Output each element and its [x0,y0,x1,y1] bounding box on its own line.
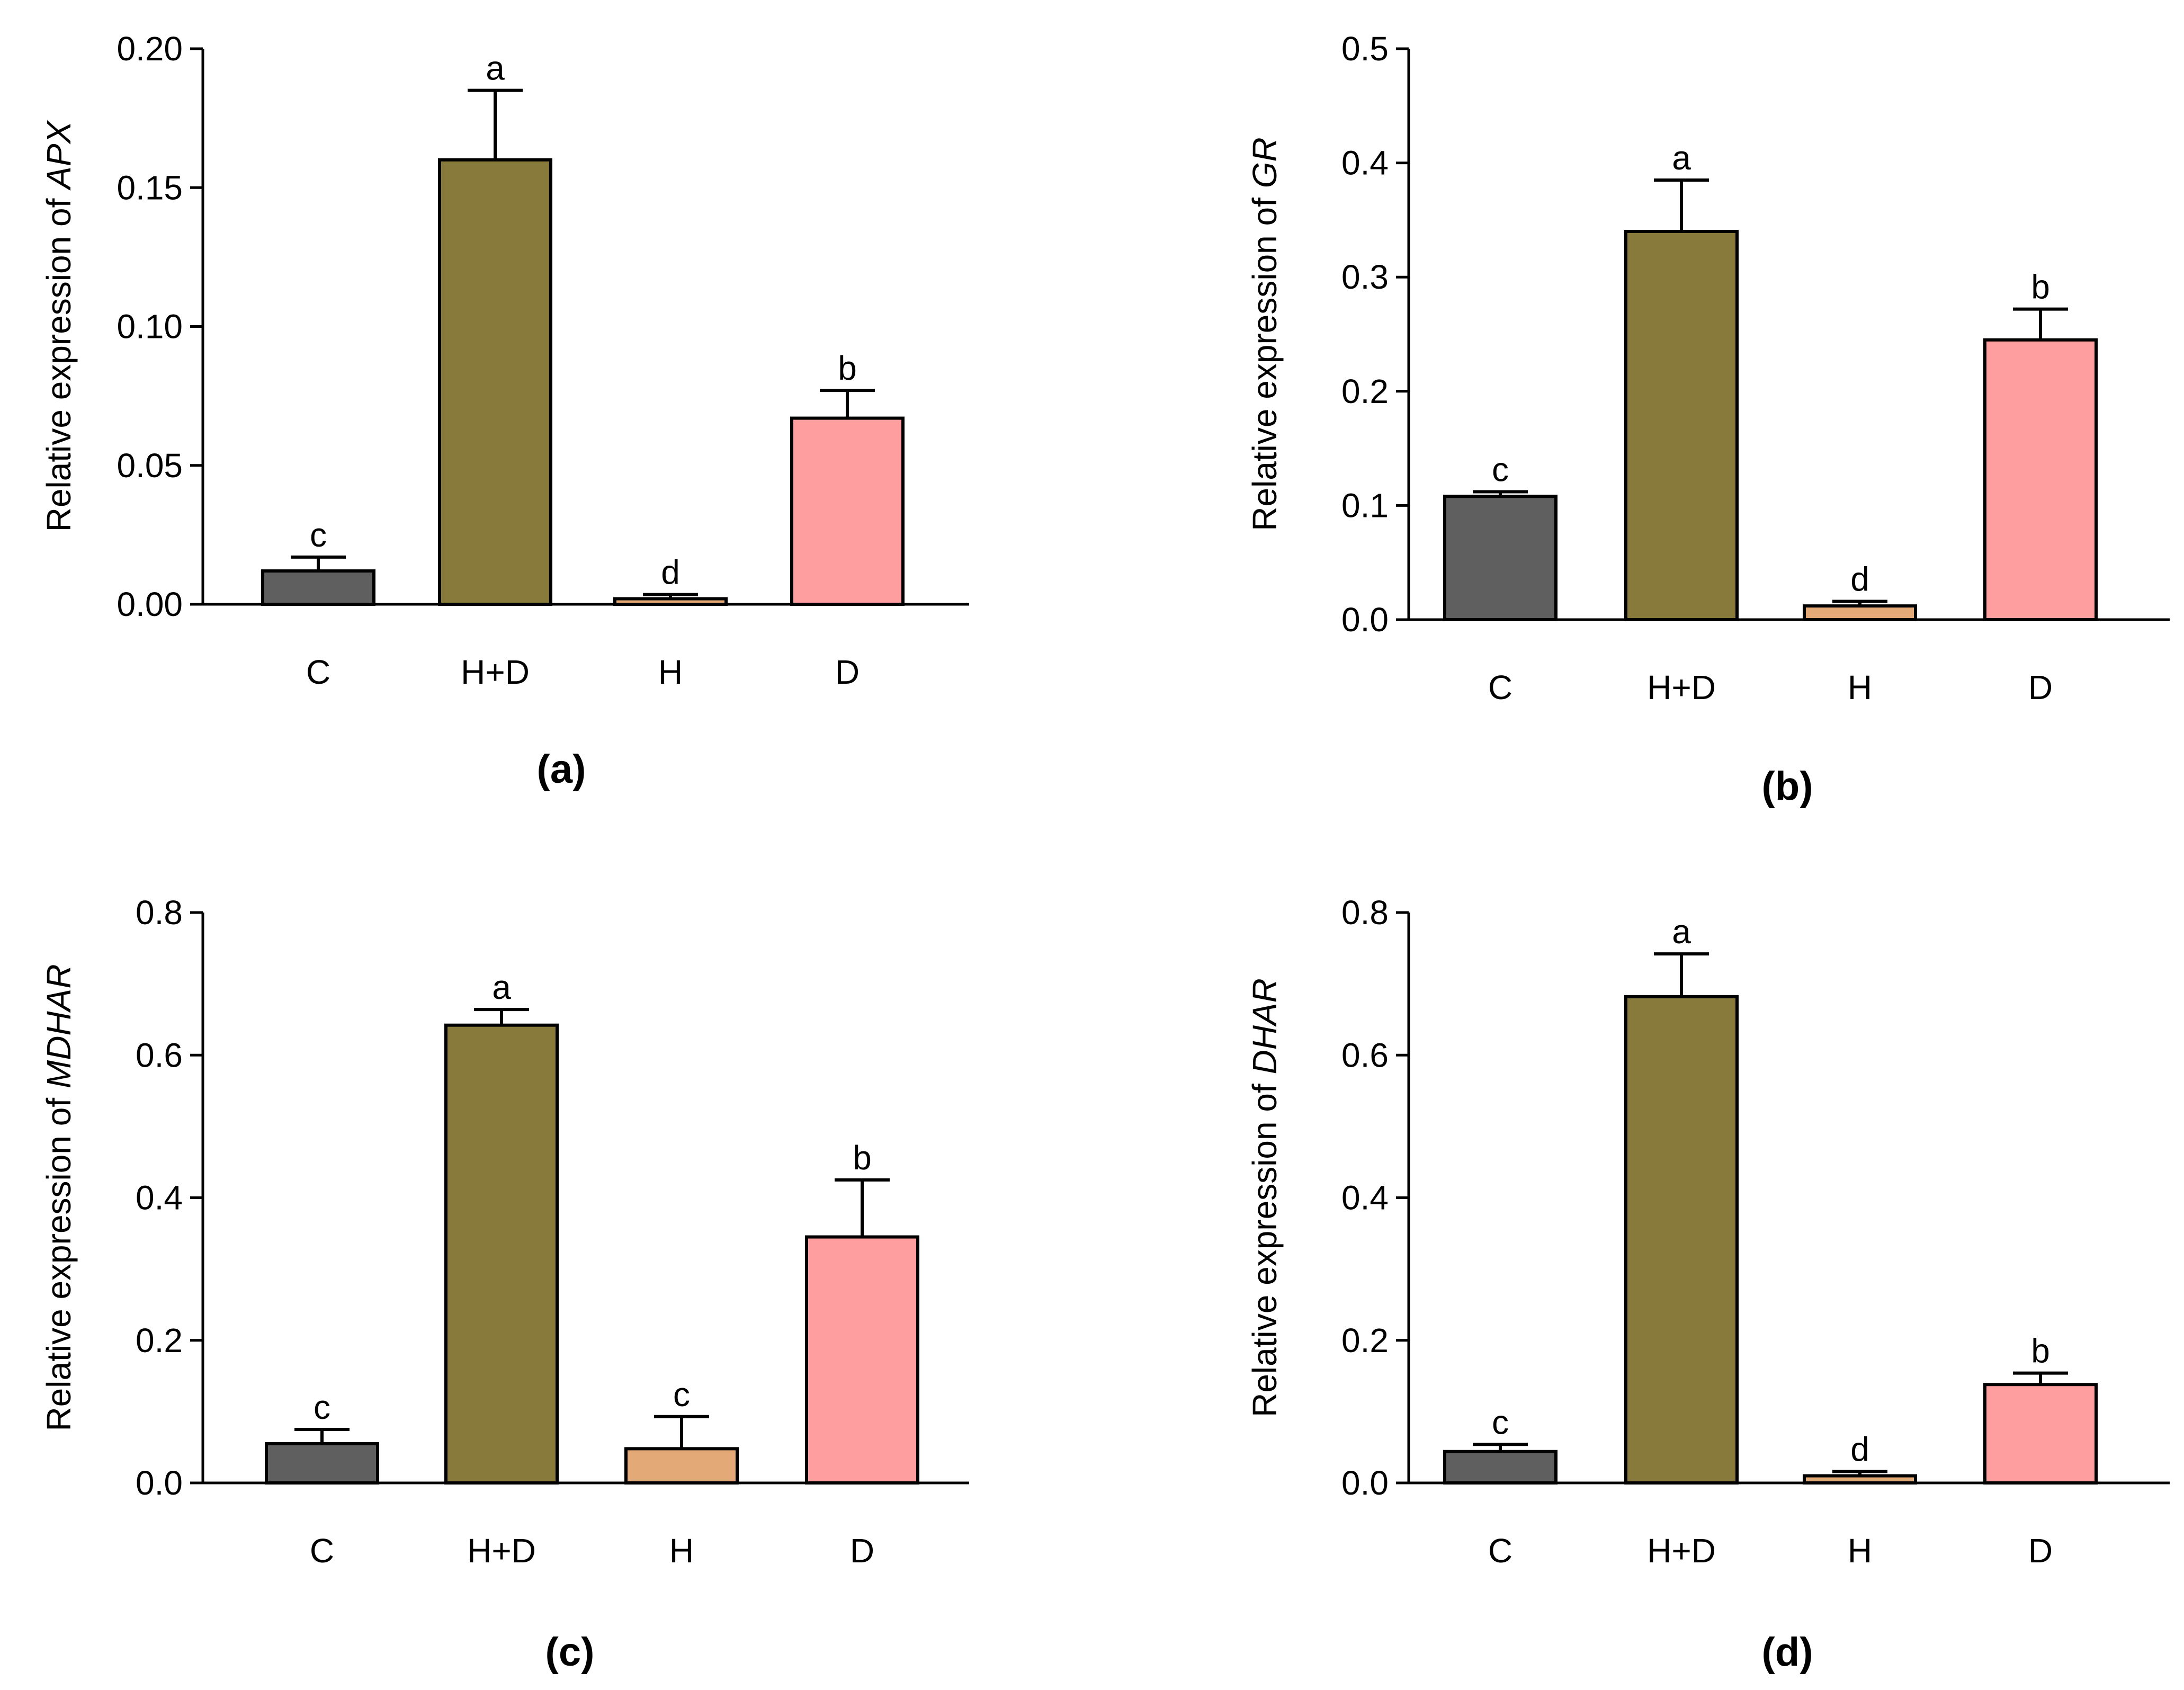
significance-letter: c [314,1388,330,1426]
significance-letter: c [1492,1403,1509,1441]
significance-letter: b [853,1139,872,1177]
significance-letter: d [661,553,680,592]
bar-c [261,569,375,606]
y-axis-label: Relative expression of GR [1246,137,1284,531]
bar-hplusd [1624,995,1739,1485]
y-axis-label-gene: MDHAR [40,964,78,1088]
y-tick-label: 0.20 [117,30,183,68]
panel-caption: (d) [1761,1630,1813,1675]
x-category-label: D [2028,668,2053,707]
x-category-label: C [1488,668,1512,707]
chart-panel-a: 0.00 0.05 0.10 0.15 0.20 Relative expression … [40,30,969,792]
significance-letter: a [486,49,505,87]
y-tick-label: 0.05 [117,446,183,485]
bar-d [1983,338,2098,621]
y-axis-label-gene: DHAR [1246,978,1284,1074]
significance-letter: d [1850,560,1869,598]
bar-h [1803,604,1917,622]
y-axis-label: Relative expression of DHAR [1246,978,1284,1417]
y-axis-label: Relative expression of APX [40,120,78,532]
y-axis-label-gene: GR [1246,137,1284,188]
y-tick-label: 0.0 [1341,1464,1389,1502]
y-tick-label: 0.4 [1341,144,1389,182]
x-category-label: H [1848,1532,1872,1570]
significance-letter: d [1850,1430,1869,1468]
y-tick-label: 0.0 [136,1464,183,1502]
y-tick-label: 0.2 [136,1321,183,1360]
significance-letter: a [1672,139,1691,177]
y-axis-label-prefix: Relative expression of [1246,188,1284,531]
x-category-label: C [306,653,330,691]
y-tick-label: 0.8 [1341,893,1389,932]
x-category-label: H+D [467,1532,536,1570]
bar-hplusd [444,1023,559,1485]
bar-h [1803,1474,1917,1485]
bar-c [1443,495,1558,621]
y-axis-label-gene: APX [40,120,78,191]
significance-letter: c [310,516,327,554]
x-category-label: H+D [1647,1532,1716,1570]
y-tick-label: 0.4 [1341,1179,1389,1217]
x-category-label: C [310,1532,334,1570]
bar-hplusd [438,158,552,606]
chart-panel-b: 0.0 0.1 0.2 0.3 0.4 0.5 Relative expression of… [1246,30,2170,809]
significance-letter: c [1492,451,1509,489]
y-tick-label: 0.15 [117,168,183,207]
bar-d [1983,1383,2098,1485]
x-category-label: H+D [1647,668,1716,707]
significance-letter: a [492,968,511,1006]
y-tick-label: 0.6 [1341,1036,1389,1074]
significance-letter: c [673,1375,690,1414]
significance-letter: a [1672,913,1691,951]
bar-h [613,597,728,606]
panel-caption: (a) [537,747,586,792]
y-tick-label: 0.8 [136,893,183,932]
x-category-label: H [669,1532,694,1570]
y-tick-label: 0.5 [1341,30,1389,68]
y-tick-label: 0.1 [1341,486,1389,524]
y-tick-label: 0.10 [117,308,183,346]
x-category-label: D [835,653,860,691]
y-tick-label: 0.4 [136,1179,183,1217]
y-axis-label-prefix: Relative expression of [1246,1074,1284,1417]
y-axis-label-prefix: Relative expression of [40,1088,78,1431]
x-category-label: C [1488,1532,1512,1570]
bar-hplusd [1624,229,1739,621]
y-tick-label: 0.0 [1341,601,1389,639]
significance-letter: b [2031,1332,2050,1370]
y-tick-label: 0.2 [1341,1321,1389,1360]
x-category-label: H [658,653,683,691]
y-tick-label: 0.2 [1341,372,1389,410]
y-tick-label: 0.00 [117,585,183,623]
chart-panel-c: 0.0 0.2 0.4 0.6 0.8 Relative expression of MD… [40,893,969,1675]
x-category-label: H [1848,668,1872,707]
bar-h [624,1447,739,1485]
significance-letter: b [838,349,857,387]
y-tick-label: 0.3 [1341,258,1389,296]
panel-caption: (b) [1761,764,1813,809]
bar-d [805,1235,919,1485]
panel-caption: (c) [545,1630,595,1675]
bar-c [265,1442,379,1485]
x-category-label: H+D [461,653,530,691]
y-axis-label: Relative expression of MDHAR [40,964,78,1431]
x-category-label: D [2028,1532,2053,1570]
bar-d [790,416,905,606]
y-tick-label: 0.6 [136,1036,183,1074]
x-category-label: D [850,1532,874,1570]
bar-c [1443,1450,1558,1485]
y-axis-label-prefix: Relative expression of [40,189,78,532]
significance-letter: b [2031,268,2050,306]
